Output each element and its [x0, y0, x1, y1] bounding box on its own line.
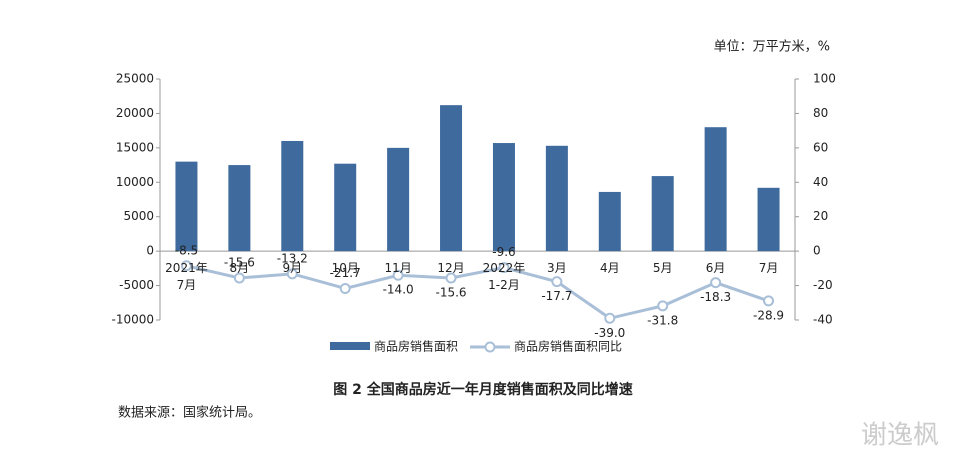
line-point — [551, 276, 563, 288]
data-label: -8.5 — [175, 243, 198, 257]
watermark: 谢逸枫 — [861, 421, 939, 451]
legend-swatch — [330, 342, 370, 350]
y2-tick-label: 60 — [813, 140, 828, 154]
line-point — [604, 312, 616, 324]
data-label: -18.3 — [700, 290, 731, 304]
data-label: -21.7 — [330, 266, 361, 280]
line-point — [286, 268, 298, 280]
y2-tick-label: -40 — [813, 313, 833, 327]
bar — [492, 143, 515, 252]
y-tick-label: 15000 — [116, 140, 154, 154]
data-label: -13.2 — [277, 251, 308, 265]
bar — [651, 176, 674, 252]
y-tick-label: 25000 — [116, 72, 154, 86]
x-tick-label: 2021年 7月 — [165, 261, 208, 293]
data-label: -15.6 — [224, 255, 255, 269]
y2-tick-label: 100 — [813, 72, 836, 86]
x-tick-label: 11月 — [384, 261, 412, 276]
data-label: -15.6 — [436, 285, 467, 299]
x-tick-label: 8月 — [229, 261, 250, 276]
y2-tick-label: 0 — [813, 244, 821, 258]
chart-title: 图 2 全国商品房近一年月度销售面积及同比增速 — [333, 381, 633, 398]
y2-tick-label: -20 — [813, 278, 833, 292]
x-tick-label: 9月 — [282, 261, 303, 276]
legend-label: 商品房销售面积同比 — [514, 339, 622, 354]
data-label: -39.0 — [594, 326, 625, 340]
data-label: -17.7 — [541, 289, 572, 303]
y-tick-label: 20000 — [116, 106, 154, 120]
bar — [545, 145, 568, 252]
legend-marker — [484, 341, 496, 353]
bar — [228, 165, 251, 252]
x-tick-label: 10月 — [331, 261, 359, 276]
line-point — [763, 295, 775, 307]
bar — [757, 187, 780, 252]
unit-note: 单位：万平方米，% — [714, 39, 830, 55]
x-tick-label: 5月 — [652, 261, 673, 276]
line-point — [657, 300, 669, 312]
line-point — [710, 277, 722, 289]
bar — [387, 147, 410, 252]
y-tick-label: -5000 — [119, 278, 154, 292]
x-tick-label: 2022年 1-2月 — [482, 261, 526, 293]
data-label: -31.8 — [647, 313, 678, 327]
source-note: 数据来源：国家统计局。 — [118, 405, 261, 421]
y-tick-label: 0 — [146, 244, 154, 258]
y2-tick-label: 40 — [813, 175, 828, 189]
line-point — [339, 282, 351, 294]
x-tick-label: 3月 — [547, 261, 567, 276]
data-label: -9.6 — [492, 245, 515, 259]
y-tick-label: 10000 — [116, 175, 154, 189]
x-tick-label: 4月 — [599, 261, 620, 276]
line-point — [233, 272, 245, 284]
line-point — [445, 272, 457, 284]
line — [186, 264, 770, 320]
bar — [704, 127, 727, 252]
line-point — [180, 260, 192, 272]
legend-label: 商品房销售面积 — [374, 339, 458, 354]
data-label: -28.9 — [753, 308, 784, 322]
bar — [440, 105, 463, 252]
x-tick-label: 7月 — [758, 261, 779, 276]
y2-tick-label: 80 — [813, 106, 828, 120]
bar — [175, 161, 198, 252]
x-tick-label: 6月 — [705, 261, 726, 276]
bar — [281, 140, 304, 252]
y2-tick-label: 20 — [813, 209, 828, 223]
x-tick-label: 12月 — [437, 261, 465, 276]
data-label: -14.0 — [383, 283, 414, 297]
line-point — [392, 269, 404, 281]
line-point — [498, 262, 510, 274]
bar — [334, 163, 357, 252]
y-tick-label: 5000 — [123, 209, 154, 223]
y-tick-label: -10000 — [111, 313, 154, 327]
bar — [598, 191, 621, 252]
